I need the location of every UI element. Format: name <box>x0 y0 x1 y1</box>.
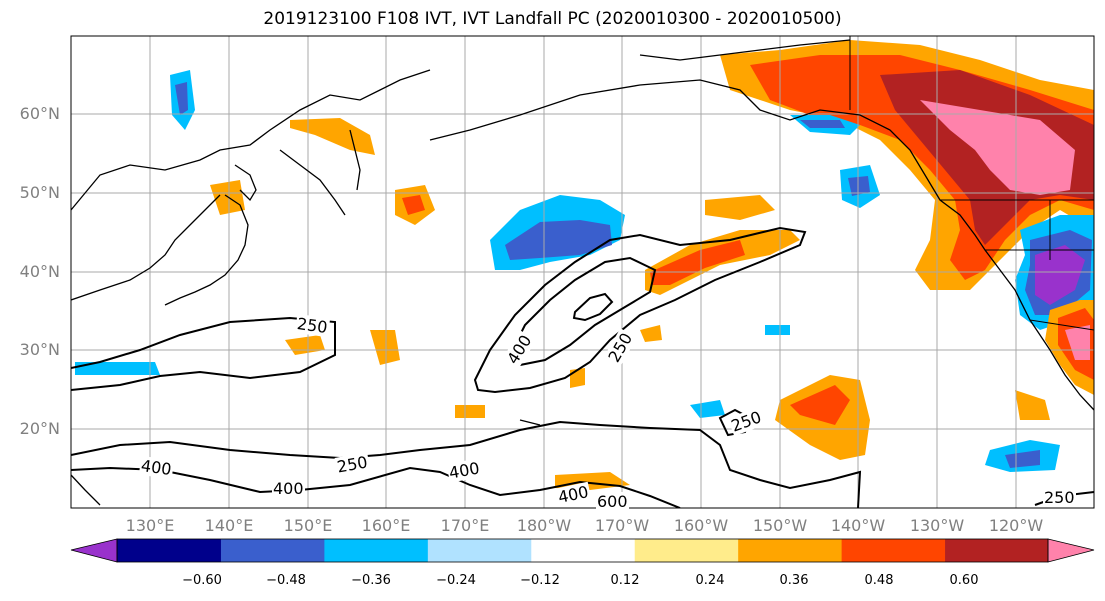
map-frame <box>70 35 1095 509</box>
colorbar-tick: −0.12 <box>520 573 560 588</box>
colorbar-segment <box>634 539 739 562</box>
ivt-contours <box>71 226 1094 508</box>
borders <box>849 36 1094 331</box>
colorbar-outline <box>116 538 1049 563</box>
graticule <box>71 36 1094 508</box>
lat-label-30n: 30°N <box>19 340 60 359</box>
lon-label: 130°W <box>909 516 965 535</box>
map-title: 2019123100 F108 IVT, IVT Landfall PC (20… <box>263 9 842 29</box>
positive-anomaly-band-central <box>645 195 800 295</box>
lon-label: 150°W <box>752 516 808 535</box>
colorbar-extend-min <box>70 538 118 563</box>
colorbar-tick: 0.48 <box>864 573 894 588</box>
colorbar-segment <box>323 539 428 562</box>
contour-label: 400 <box>272 479 305 498</box>
lon-label: 170°E <box>440 516 490 535</box>
colorbar-segment <box>530 539 635 562</box>
lon-label: 130°E <box>125 516 175 535</box>
lon-label: 160°W <box>673 516 729 535</box>
lon-label: 150°E <box>283 516 333 535</box>
colorbar-extend-max <box>1047 538 1095 563</box>
colorbar-tick: −0.24 <box>436 573 476 588</box>
lon-label: 120°W <box>988 516 1044 535</box>
lon-label: 160°E <box>361 516 411 535</box>
colorbar-segment <box>220 539 325 562</box>
colorbar-tick: −0.60 <box>182 573 222 588</box>
lat-label-40n: 40°N <box>19 262 60 281</box>
colorbar-tick: 0.24 <box>695 573 725 588</box>
colorbar-tick: 0.60 <box>949 573 979 588</box>
lat-label-20n: 20°N <box>19 419 60 438</box>
colorbar-segment <box>841 539 946 562</box>
lon-label: 170°W <box>594 516 650 535</box>
colorbar-tick: −0.36 <box>351 573 391 588</box>
contour-label: 250 <box>1043 488 1076 507</box>
colorbar-segment <box>117 539 221 562</box>
lon-label: 180°W <box>516 516 572 535</box>
negative-anomaly-central-pacific <box>490 195 625 270</box>
colorbar-tick: −0.48 <box>266 573 306 588</box>
lon-label: 140°W <box>830 516 886 535</box>
colorbar-segment <box>737 539 842 562</box>
colorbar-tick: 0.12 <box>610 573 640 588</box>
positive-anomaly-subtropical-east <box>690 375 1060 472</box>
colorbar-tick: 0.36 <box>779 573 809 588</box>
colorbar-segment <box>944 539 1049 562</box>
lon-label: 140°E <box>204 516 254 535</box>
colorbar <box>70 538 1095 563</box>
lat-label-60n: 60°N <box>19 104 60 123</box>
colorbar-segment <box>427 539 532 562</box>
contour-label: 600 <box>596 492 629 511</box>
lat-label-50n: 50°N <box>19 183 60 202</box>
small-anomalies-west <box>75 70 880 490</box>
